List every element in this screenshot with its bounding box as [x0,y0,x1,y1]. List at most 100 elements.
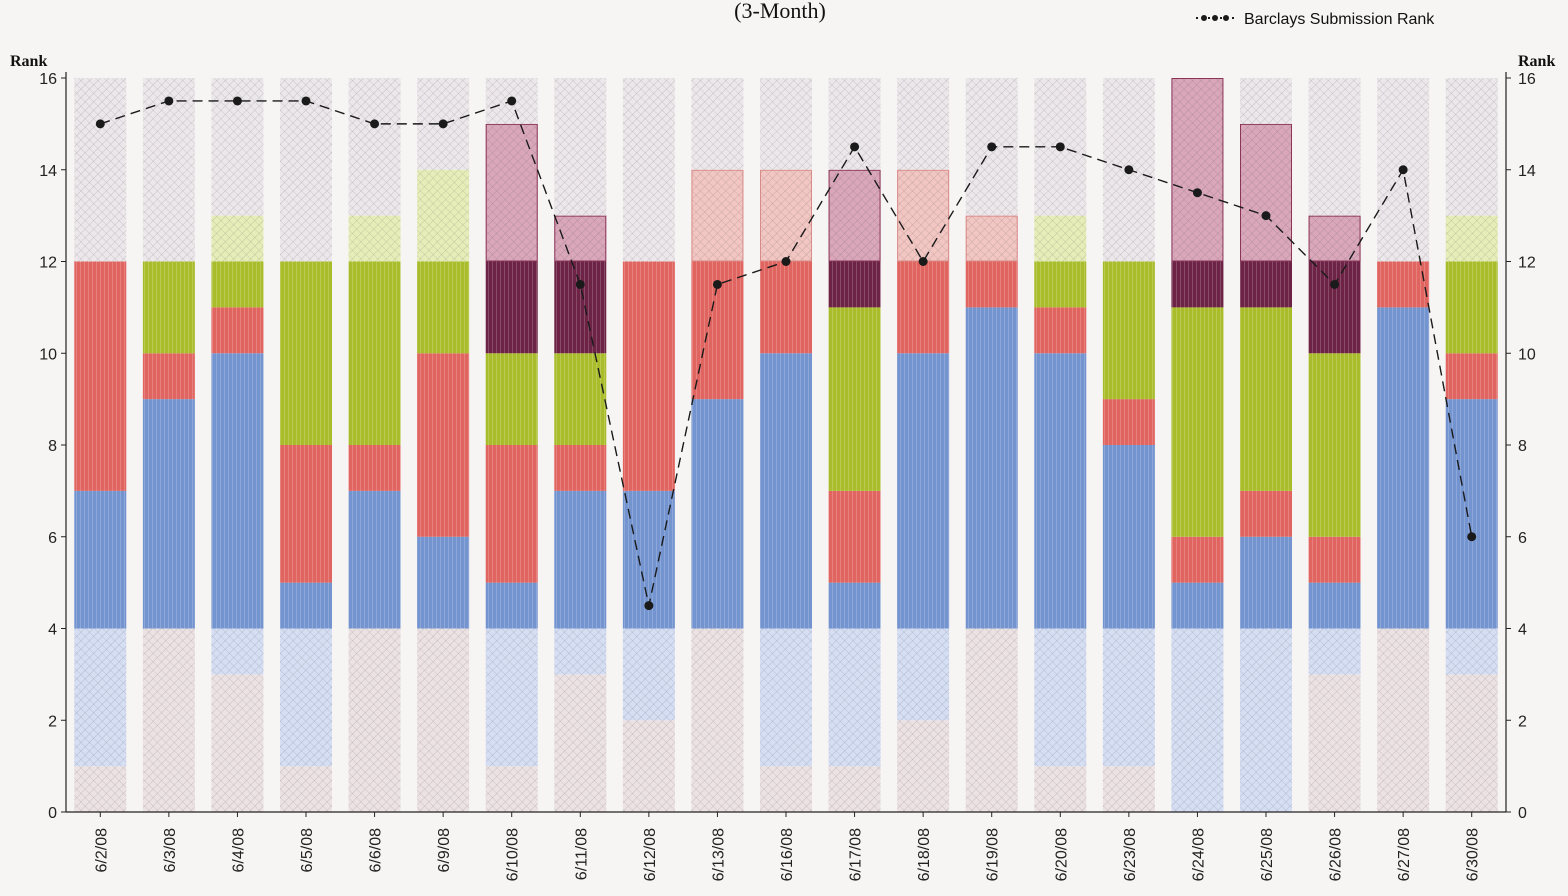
y-tick-label-right: 10 [1518,346,1536,363]
bar-segment-texture [211,628,264,675]
bar-segment-texture [74,766,127,812]
bar-segment-texture [1102,261,1155,400]
series-point [918,257,928,266]
bar-segment-texture [554,445,607,491]
x-tick-label: 6/3/08 [162,828,179,873]
bar-segment-texture [554,215,607,262]
bar-segment-texture [211,261,264,308]
y-tick-label-left: 6 [48,530,57,547]
bar-segment-texture [417,169,470,262]
bar-segment-texture [1034,307,1087,354]
bar-segment-texture [485,766,538,812]
bar-segment-texture [1240,536,1292,629]
bar-segment-texture [965,307,1018,629]
chart-title: (3-Month) [734,0,826,23]
bar-segment-texture [211,674,264,812]
y-tick-label-left: 10 [39,346,57,363]
bar-segment-texture [828,582,881,629]
bar-segment-texture [828,766,881,812]
bar-segment-texture [417,261,470,354]
bar-segment-texture [1308,674,1361,812]
x-tick-label: 6/16/08 [779,828,796,881]
x-tick-label: 6/20/08 [1053,828,1070,881]
bar-segment-texture [897,78,950,170]
y-tick-label-left: 12 [39,255,57,272]
bar-segment-texture [1240,490,1292,537]
bar-segment-outline [1240,123,1292,262]
bar-segment-texture [760,169,812,262]
bar-segment-texture [348,78,401,216]
bar-segment-texture [691,169,744,262]
y-tick-label-right: 2 [1518,713,1527,730]
series-point [507,96,517,106]
bar-segment-texture [828,628,881,767]
bar-segment-texture [74,78,127,262]
bar-segment-texture [1445,261,1498,354]
bar-segment-texture [897,261,950,354]
bar-segment-texture [1171,536,1224,583]
bar-segment-texture [485,353,538,445]
bar-segment-texture [142,78,195,262]
bar-segment-texture [1308,628,1361,675]
bar-segment-texture [417,353,470,537]
y-tick-label-left: 14 [39,163,57,180]
bar-segment-texture [1377,307,1430,629]
bar-segment-texture [1171,307,1224,537]
bar-segment-texture [760,628,812,767]
x-tick-label: 6/18/08 [916,828,933,881]
y-tick-label-right: 16 [1518,71,1536,88]
bar-segment-outline [485,123,538,262]
series-point [712,279,722,289]
axes-layer: 0 0 2 2 4 4 6 6 8 8 10 10 12 12 14 14 16 16 6/2/08 6/3/08 6/… [39,71,1536,881]
x-tick-label: 6/6/08 [368,828,385,873]
bar-segment-texture [691,628,744,812]
bar-segment-texture [1445,628,1498,675]
y-tick-label-left: 2 [48,713,57,730]
series-point [644,601,654,611]
bar-segment-texture [965,628,1018,812]
x-tick-label: 6/4/08 [230,828,247,873]
y-tick-label-left: 4 [48,622,57,639]
bar-segment-texture [622,78,675,262]
bar-segment-texture [1240,78,1292,124]
bar-segment-texture [1445,399,1498,629]
y-tick-label-left: 16 [39,71,57,88]
bar-segment-outline [1308,215,1361,262]
bar-segment-texture [760,766,812,812]
bar-segment-texture [828,78,881,170]
series-point [438,119,448,129]
y-tick-label-right: 8 [1518,438,1527,455]
bar-segment-texture [828,307,881,491]
bar-segment-texture [348,490,401,629]
legend-point-marker [1212,15,1218,21]
bar-segment-texture [828,490,881,583]
bar-segment-texture [1240,307,1292,491]
bar-segment-texture [1308,353,1361,537]
series-point [850,142,860,152]
bar-segment-outline [691,169,744,262]
bar-segment-texture [211,353,264,629]
bar-segment-texture [485,445,538,583]
bar-segment-texture [760,78,812,170]
series-point [1055,142,1065,152]
bar-segment-texture [74,261,127,491]
bar-segment-texture [1102,766,1155,812]
bar-segment-texture [965,261,1018,308]
x-tick-label: 6/10/08 [505,828,522,881]
bar-segment-texture [142,353,195,400]
bar-segment-texture [1240,123,1292,262]
x-tick-label: 6/24/08 [1190,828,1207,881]
bar-segment-texture [1171,582,1224,629]
bar-segment-texture [211,307,264,354]
series-point [95,119,105,129]
series-point [781,257,791,266]
bar-segment-texture [1240,628,1292,812]
bar-segment-outline [965,215,1018,262]
bar-segment-texture [1102,445,1155,629]
bar-segment-texture [1308,215,1361,262]
x-tick-label: 6/19/08 [985,828,1002,881]
bar-segment-texture [280,766,332,812]
x-tick-label: 6/25/08 [1259,828,1276,881]
bar-segment-texture [1171,261,1224,308]
